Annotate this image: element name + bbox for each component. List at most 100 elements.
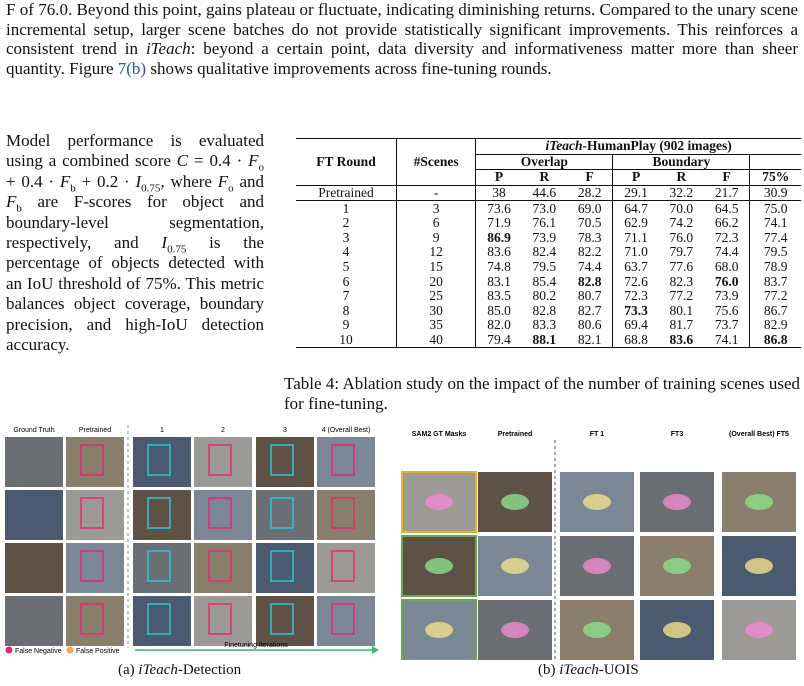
table-cell: - bbox=[395, 185, 476, 202]
table-cell: 10 bbox=[296, 332, 397, 349]
table-cell: 63.7 bbox=[612, 260, 659, 275]
results-table: FT Round #Scenes iTeach-HumanPlay (902 ima… bbox=[296, 138, 801, 349]
text: o bbox=[258, 161, 265, 174]
table-cell: 62.9 bbox=[612, 216, 659, 231]
text: , where bbox=[160, 171, 218, 191]
table-cell: 83.5 bbox=[475, 289, 522, 304]
mask bbox=[425, 558, 453, 574]
table-cell: 83.6 bbox=[658, 332, 704, 349]
text: shows qualitative improvements across fi… bbox=[146, 58, 552, 78]
table-caption: Table 4: Ablation study on the impact of… bbox=[284, 374, 800, 413]
table-cell: 77.4 bbox=[749, 231, 801, 246]
table-cell: 74.4 bbox=[577, 259, 602, 275]
table-cell: 69.4 bbox=[612, 318, 659, 333]
table-cell: 88.1 bbox=[521, 332, 567, 349]
table-cell: 21.7 bbox=[703, 185, 750, 202]
column-label: 2 bbox=[221, 427, 225, 434]
legend-dot bbox=[66, 646, 74, 654]
text: F bbox=[6, 192, 17, 212]
image-thumb bbox=[5, 490, 63, 540]
table-cell: 3 bbox=[342, 229, 350, 245]
column-label: 3 bbox=[283, 427, 287, 434]
mask bbox=[745, 494, 773, 510]
data-row: 3 9 86.9 73.9 78.3 71.1 76.0 72.3 77.4 bbox=[296, 231, 801, 246]
table-cell: 86.7 bbox=[749, 304, 801, 319]
table-cell: 4 bbox=[342, 244, 350, 260]
table-cell: Pretrained bbox=[296, 185, 397, 202]
header-row: Overlap Boundary bbox=[296, 153, 801, 170]
text: 0.75 bbox=[141, 182, 161, 195]
table-cell: 73.3 bbox=[612, 304, 659, 319]
text: C bbox=[176, 151, 189, 171]
table-cell: 20 bbox=[395, 274, 476, 289]
table-cell: 74.8 bbox=[475, 260, 522, 275]
detection-box bbox=[80, 444, 104, 476]
table-cell: 64.5 bbox=[714, 200, 739, 216]
table-cell: 70.0 bbox=[669, 200, 694, 216]
detection-box bbox=[270, 550, 294, 582]
detection-box bbox=[208, 550, 232, 582]
text: b bbox=[70, 182, 76, 195]
detection-box bbox=[331, 603, 355, 635]
detection-box bbox=[80, 603, 104, 635]
detection-box bbox=[270, 444, 294, 476]
text: b bbox=[16, 202, 22, 215]
header-cell bbox=[749, 153, 801, 170]
table-cell: 15 bbox=[395, 260, 476, 275]
column-label: 4 (Overall Best) bbox=[322, 427, 371, 434]
table-cell: 29.1 bbox=[612, 185, 659, 202]
mask bbox=[425, 494, 453, 510]
text: F bbox=[248, 151, 259, 171]
table-cell: 1 bbox=[342, 200, 350, 216]
metric-paragraph: Model performance is evaluated using a c… bbox=[6, 131, 264, 355]
header-cell: Overlap bbox=[475, 153, 613, 170]
table-cell: 25 bbox=[395, 289, 476, 304]
data-row: 4 12 83.6 82.4 82.2 71.0 79.7 74.4 79.5 bbox=[296, 245, 801, 260]
table-cell: 71.0 bbox=[612, 245, 659, 260]
column-label: FT3 bbox=[671, 431, 684, 438]
detection-box bbox=[208, 603, 232, 635]
header-cell: F bbox=[566, 169, 613, 186]
mask bbox=[745, 622, 773, 638]
header-row: P R F P R F 75% bbox=[296, 169, 801, 186]
figure-link[interactable]: 7(b) bbox=[117, 58, 147, 78]
table-cell: 3 bbox=[395, 200, 476, 216]
text: + 0.2 · bbox=[75, 171, 136, 191]
table-cell: 8 bbox=[342, 302, 350, 318]
column-label: FT 1 bbox=[590, 431, 604, 438]
table-cell: 72.6 bbox=[612, 274, 659, 289]
table-cell: 73.7 bbox=[714, 317, 739, 333]
figure-b-caption: (b) iTeach-UOIS bbox=[538, 662, 639, 679]
mask bbox=[501, 622, 529, 638]
table-cell: 86.9 bbox=[475, 231, 522, 246]
table-cell: 79.4 bbox=[475, 332, 522, 349]
data-row: 9 35 82.0 83.3 80.6 69.4 81.7 73.7 82.9 bbox=[296, 318, 801, 333]
text: I bbox=[135, 171, 142, 191]
table-cell: 82.3 bbox=[669, 273, 694, 289]
table-cell: 66.2 bbox=[714, 215, 739, 231]
header-cell: #Scenes bbox=[395, 138, 476, 186]
table-cell: 6 bbox=[342, 273, 350, 289]
table-cell: 79.5 bbox=[749, 245, 801, 260]
table-cell: 77.2 bbox=[749, 289, 801, 304]
detection-box bbox=[331, 497, 355, 529]
header-cell: R bbox=[521, 169, 567, 186]
table-cell: 73.0 bbox=[532, 200, 557, 216]
table-cell: 81.7 bbox=[669, 317, 694, 333]
column-label: Pretrained bbox=[79, 427, 111, 434]
table-cell: 82.8 bbox=[532, 302, 557, 318]
table-cell: 83.3 bbox=[532, 317, 557, 333]
table-cell: 76.0 bbox=[669, 229, 694, 245]
table-cell: 77.6 bbox=[669, 259, 694, 275]
table-cell: 69.0 bbox=[577, 200, 602, 216]
text: 0.75 bbox=[167, 243, 187, 256]
header-cell: P bbox=[612, 169, 659, 186]
table-cell: 79.7 bbox=[669, 244, 694, 260]
table-cell: 2 bbox=[342, 215, 350, 231]
detection-box bbox=[147, 550, 171, 582]
table-cell: 71.1 bbox=[612, 231, 659, 246]
detection-box bbox=[331, 550, 355, 582]
table-cell: 80.1 bbox=[669, 302, 694, 318]
table-cell: 40 bbox=[395, 332, 476, 349]
image-thumb bbox=[5, 596, 63, 646]
